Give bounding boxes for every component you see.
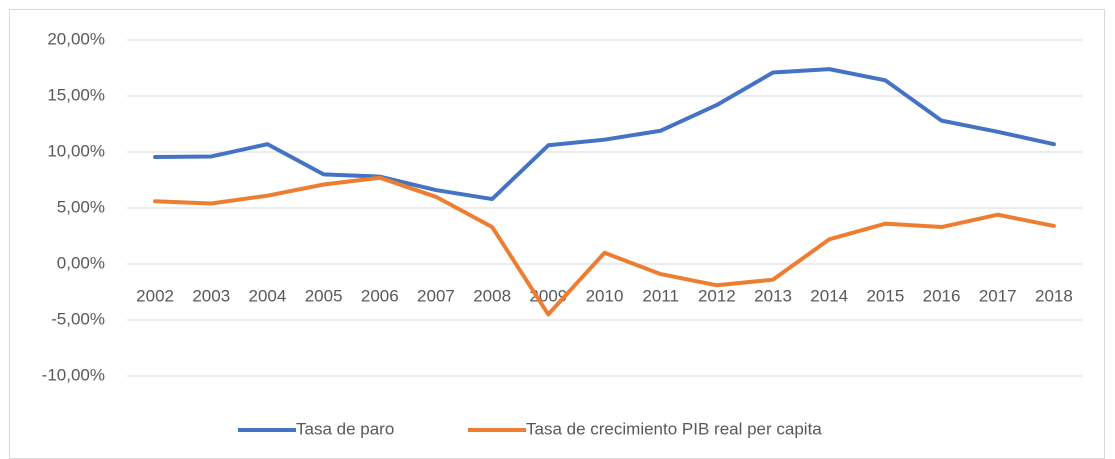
- y-tick-label: 5,00%: [57, 197, 105, 216]
- y-tick-label: 10,00%: [47, 141, 105, 160]
- legend-label: Tasa de paro: [296, 419, 394, 438]
- x-tick-label: 2003: [192, 286, 230, 305]
- x-tick-label: 2004: [249, 286, 287, 305]
- x-tick-label: 2005: [305, 286, 343, 305]
- x-tick-label: 2008: [473, 286, 511, 305]
- x-tick-label: 2013: [754, 286, 792, 305]
- series-line: [153, 175, 1056, 317]
- chart-frame: [9, 9, 1105, 459]
- x-tick-label: 2010: [586, 286, 624, 305]
- x-tick-label: 2006: [361, 286, 399, 305]
- y-tick-label: 0,00%: [57, 253, 105, 272]
- x-tick-label: 2012: [698, 286, 736, 305]
- x-tick-label: 2017: [979, 286, 1017, 305]
- x-tick-label: 2016: [923, 286, 961, 305]
- x-tick-label: 2011: [642, 286, 679, 305]
- series-line: [153, 67, 1056, 202]
- y-tick-label: 15,00%: [47, 85, 105, 104]
- legend-label: Tasa de crecimiento PIB real per capita: [526, 419, 822, 438]
- x-tick-label: 2002: [136, 286, 174, 305]
- x-tick-label: 2014: [810, 286, 848, 305]
- y-tick-label: -5,00%: [51, 309, 105, 328]
- x-tick-label: 2007: [417, 286, 455, 305]
- x-tick-label: 2018: [1035, 286, 1073, 305]
- x-tick-label: 2015: [866, 286, 904, 305]
- y-tick-label: 20,00%: [47, 29, 105, 48]
- y-tick-label: -10,00%: [42, 365, 105, 384]
